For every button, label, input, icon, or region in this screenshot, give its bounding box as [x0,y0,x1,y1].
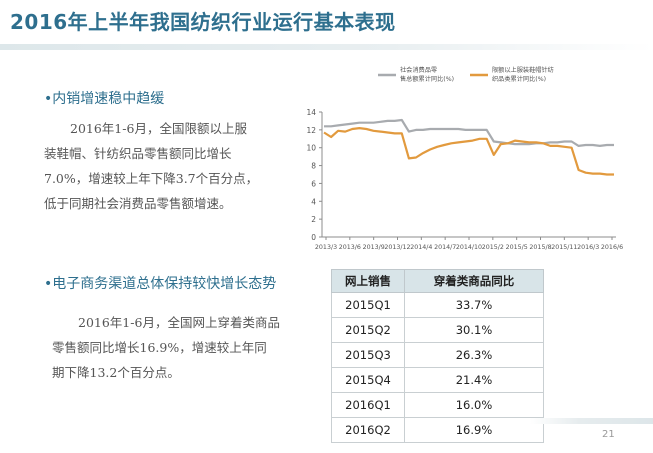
y-tick-label: 14 [306,108,316,117]
online-sales-table: 网上销售 穿着类商品同比 2015Q1 33.7% 2015Q2 30.1% 201… [331,269,544,443]
table-cell-quarter: 2016Q1 [331,392,405,418]
x-tick-label: 2013/9 [363,244,385,251]
section2-line-3: 期下降13.2个百分点。 [52,365,180,380]
table-row: 2016Q2 16.9% [331,417,544,443]
y-tick-label: 2 [311,215,316,224]
series-line-1 [324,118,614,148]
series-line-2 [323,126,614,176]
table-cell-growth: 30.1% [404,317,544,343]
section2-line-2: 零售额同比增长16.9%，增速较上年同 [52,340,267,355]
table-header-row: 网上销售 穿着类商品同比 [331,269,544,293]
table-cell-growth: 33.7% [404,292,544,318]
section2-heading: •电子商务渠道总体保持较快增长态势 [44,276,277,292]
page-title: 2016年上半年我国纺织行业运行基本表现 [10,10,396,34]
table-row: 2015Q1 33.7% [331,292,544,318]
y-tick-label: 6 [311,179,316,188]
section1-line-1: 2016年1-6月，全国限额以上服 [70,121,247,136]
table-cell-quarter: 2015Q3 [331,342,405,368]
x-tick-label: 2014/10 [456,244,482,251]
table-cell-quarter: 2015Q2 [331,317,405,343]
table-cell-growth: 26.3% [404,342,544,368]
x-tick-label: 2013/6 [339,244,361,251]
table-cell-quarter: 2015Q4 [331,367,405,393]
x-tick-label: 2013/12 [384,244,410,251]
legend-label-1-line-2: 售总额累计同比(%) [400,75,454,83]
section1-line-4: 低于同期社会消费品零售额增速。 [44,196,232,211]
table-row: 2015Q2 30.1% [331,317,544,343]
table-row: 2015Q4 21.4% [331,367,544,393]
table-header-growth: 穿着类商品同比 [404,269,544,293]
section1-line-2: 装鞋帽、针纺织品零售额同比增长 [44,146,232,161]
x-tick-label: 2016/6 [601,244,623,251]
legend-label-2-line-2: 织品类累计同比(%) [492,75,546,83]
y-tick-label: 0 [311,233,316,242]
y-tick-label: 12 [306,126,316,135]
y-tick-label: 4 [311,197,316,206]
table-row: 2016Q1 16.0% [331,392,544,418]
legend-label-2-line-1: 限额以上服装鞋帽针纺 [492,66,554,74]
table-header-quarter: 网上销售 [331,269,405,293]
section1-line-3: 7.0%，增速较上年下降3.7个百分点， [44,171,259,186]
x-tick-label: 2015/2 [482,244,504,251]
table-cell-quarter: 2015Q1 [331,292,405,318]
section2-paragraph: 2016年1-6月，全国网上穿着类商品 零售额同比增长16.9%，增速较上年同 … [52,310,280,385]
legend-label-1-line-1: 社会消费品零 [400,66,437,74]
table-cell-growth: 16.0% [404,392,544,418]
title-divider [0,44,653,50]
section1-paragraph: 2016年1-6月，全国限额以上服 装鞋帽、针纺织品零售额同比增长 7.0%，增… [44,116,258,216]
x-tick-label: 2014/7 [434,244,456,251]
x-tick-label: 2013/3 [315,244,337,251]
x-tick-label: 2015/8 [529,244,551,251]
x-tick-label: 2016/3 [577,244,599,251]
table-cell-quarter: 2016Q2 [331,417,405,443]
section1-heading: •内销增速稳中趋缓 [44,91,165,107]
footer-divider [530,418,653,424]
table-cell-growth: 16.9% [404,417,544,443]
y-tick-label: 8 [311,162,316,171]
page-number: 21 [602,429,615,440]
table-row: 2015Q3 26.3% [331,342,544,368]
section2-line-1: 2016年1-6月，全国网上穿着类商品 [78,315,280,330]
x-tick-label: 2015/11 [551,244,577,251]
y-tick-label: 10 [306,144,316,153]
x-tick-label: 2014/4 [410,244,432,251]
x-tick-label: 2015/5 [506,244,528,251]
table-cell-growth: 21.4% [404,367,544,393]
